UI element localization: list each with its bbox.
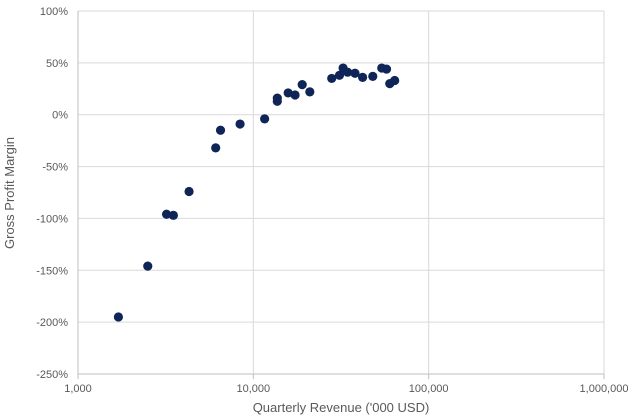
x-tick-label: 1,000: [64, 383, 92, 395]
y-tick-label: 100%: [40, 6, 68, 18]
y-tick-label: 50%: [46, 58, 68, 70]
axes: [77, 11, 605, 379]
data-points: [113, 63, 400, 322]
data-point: [327, 73, 337, 84]
x-tick-label: 10,000: [237, 383, 271, 395]
y-tick-label: -250%: [36, 369, 68, 381]
data-point: [390, 75, 400, 86]
data-point: [184, 186, 194, 197]
y-tick-label: -50%: [42, 162, 68, 174]
data-point: [381, 64, 392, 74]
data-point: [168, 210, 178, 220]
data-point: [235, 119, 245, 129]
data-point: [290, 90, 300, 100]
x-axis-title: Quarterly Revenue ('000 USD): [253, 400, 430, 415]
data-point: [161, 209, 172, 219]
data-point: [297, 80, 307, 90]
data-point: [358, 72, 368, 82]
gridlines: [78, 10, 605, 374]
y-tick-labels: 100% 50% 0% -50% -100% -150% -200% -250%: [36, 6, 68, 381]
data-point: [283, 88, 293, 98]
data-point: [113, 312, 124, 322]
data-point: [334, 70, 345, 80]
y-tick-label: -150%: [36, 265, 68, 277]
x-tick-label: 1,000,000: [580, 383, 629, 395]
x-tick-labels: 1,000 10,000 100,000 1,000,000: [64, 383, 628, 395]
data-point: [350, 68, 360, 78]
data-point: [260, 114, 270, 124]
y-tick-label: 0%: [52, 110, 68, 122]
data-point: [368, 71, 378, 81]
data-point: [215, 125, 226, 135]
data-point: [211, 143, 221, 153]
y-tick-label: -200%: [36, 317, 68, 329]
data-point: [272, 93, 282, 103]
data-point: [305, 87, 315, 97]
data-point: [143, 261, 153, 271]
y-axis-title: Gross Profit Margin: [2, 137, 17, 249]
x-tick-label: 100,000: [409, 383, 449, 395]
data-point: [343, 67, 353, 77]
y-tick-label: -100%: [36, 213, 68, 225]
